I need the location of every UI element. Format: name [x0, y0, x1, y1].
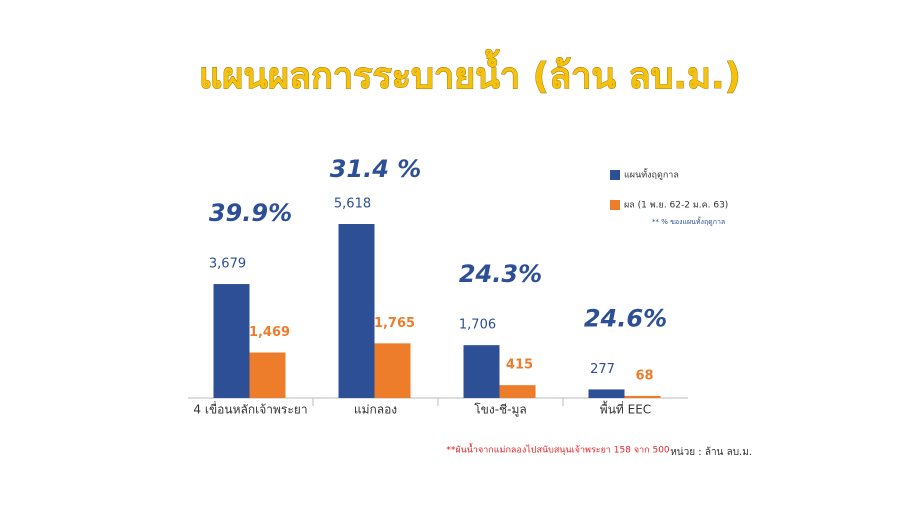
legend-label: ผล (1 พ.ย. 62-2 ม.ค. 63) — [624, 201, 728, 211]
value-label: 415 — [506, 358, 533, 373]
value-label: 277 — [590, 362, 615, 377]
bar — [249, 352, 286, 398]
value-label: 1,765 — [374, 316, 415, 331]
legend-label: แผนทั้งฤดูกาล — [624, 168, 679, 181]
value-label: 1,469 — [249, 325, 290, 340]
x-tick-label: โขง-ชี-มูล — [474, 403, 527, 418]
value-label: 3,679 — [209, 257, 246, 272]
bar — [624, 395, 661, 398]
percent-annotation: 39.9% — [209, 199, 292, 227]
value-label: 5,618 — [334, 197, 371, 212]
legend-swatch — [610, 170, 620, 180]
bar — [338, 224, 375, 398]
bar — [499, 385, 536, 398]
value-label: 1,706 — [459, 318, 496, 333]
percent-annotation: 24.3% — [459, 260, 542, 288]
unit-label: หน่วย : ล้าน ลบ.ม. — [670, 446, 752, 458]
percent-annotation: 24.6% — [584, 304, 667, 332]
percent-annotation: 31.4 % — [330, 155, 422, 183]
x-tick-label: แม่กลอง — [354, 403, 397, 417]
legend-swatch — [610, 200, 620, 210]
bar — [588, 389, 625, 398]
bar — [213, 284, 250, 398]
footnote: **ผันน้ำจากแม่กลองไปสนับสนุนเจ้าพระยา 15… — [446, 443, 670, 456]
chart-title: แผนผลการระบายน้ำ (ล้าน ลบ.ม.) — [199, 49, 741, 97]
legend-note: ** % ของแผนทั้งฤดูกาล — [652, 215, 725, 226]
bar — [374, 343, 411, 398]
value-label: 68 — [635, 368, 653, 383]
x-tick-label: พื้นที่ EEC — [600, 401, 651, 417]
bar — [463, 345, 500, 398]
x-tick-label: 4 เขื่อนหลักเจ้าพระยา — [193, 401, 307, 417]
